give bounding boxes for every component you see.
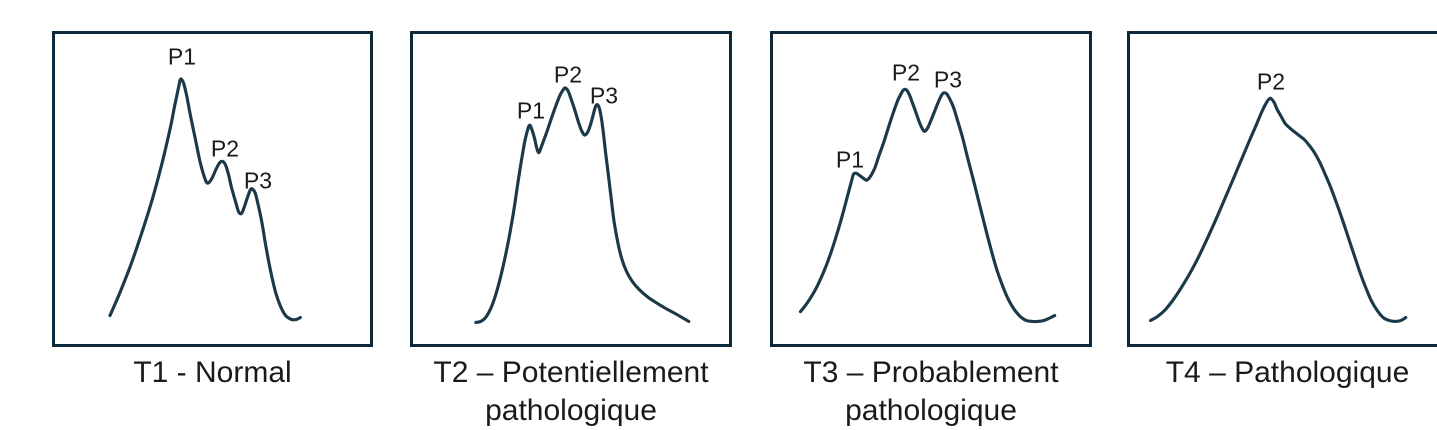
- t1-peak-label-p3: P3: [243, 167, 273, 194]
- t3-peak-label-p3: P3: [933, 66, 963, 93]
- t2-waveform: [474, 86, 691, 324]
- panel-t3: P1 P2 P3 T3 – Probablement pathologique: [770, 16, 1092, 430]
- t2-caption: T2 – Potentiellement pathologique: [433, 356, 709, 427]
- t4-caption: T4 – Pathologique: [1165, 356, 1410, 389]
- t1-peak-label-p2: P2: [210, 135, 240, 162]
- t1-caption: T1 - Normal: [133, 356, 292, 389]
- panel-t4: P2 T4 – Pathologique: [1127, 16, 1437, 430]
- t4-waveform: [1149, 96, 1408, 324]
- t3-plot-area: P1 P2 P3: [770, 31, 1092, 347]
- t3-peak-label-p1: P1: [835, 146, 865, 173]
- t4-peak-label-p2: P2: [1256, 68, 1286, 95]
- t1-waveform-path: [108, 77, 302, 322]
- panel-t2: P1 P2 P3 T2 – Potentiellement pathologique: [410, 16, 732, 430]
- t2-peak-label-p2: P2: [553, 61, 583, 88]
- t1-plot-area: P1 P2 P3: [52, 31, 373, 347]
- t4-plot-area: P2: [1127, 31, 1437, 347]
- t1-peak-label-p1: P1: [167, 43, 197, 70]
- t2-plot-area: P1 P2 P3: [410, 31, 732, 347]
- panel-t1: P1 P2 P3 T1 - Normal: [52, 16, 373, 430]
- t2-waveform-path: [474, 86, 691, 324]
- t3-waveform-path: [798, 87, 1057, 324]
- t4-waveform-path: [1149, 96, 1408, 324]
- t2-peak-label-p1: P1: [516, 97, 546, 124]
- t3-caption: T3 – Probablement pathologique: [803, 356, 1059, 427]
- t3-waveform: [798, 87, 1057, 324]
- t1-waveform: [108, 77, 302, 322]
- t3-peak-label-p2: P2: [891, 59, 921, 86]
- t2-peak-label-p3: P3: [589, 82, 619, 109]
